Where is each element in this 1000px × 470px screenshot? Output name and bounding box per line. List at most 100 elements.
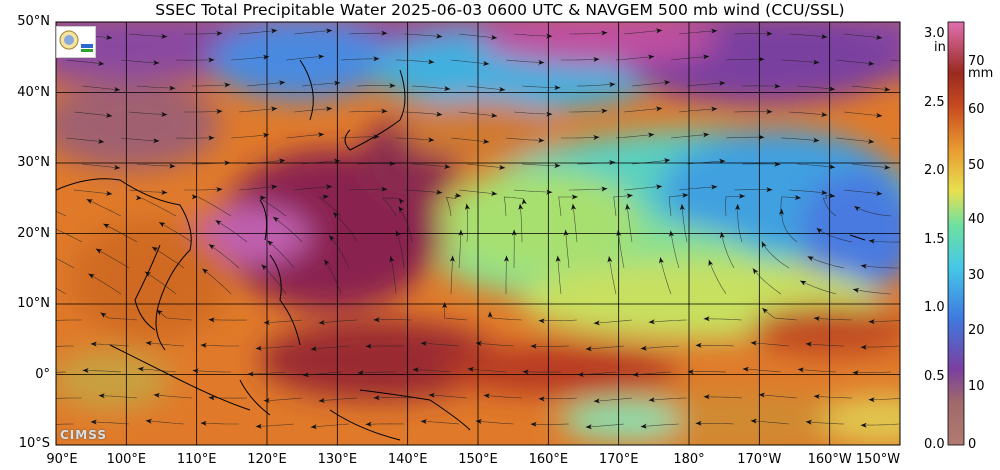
- wind-arrowhead: [821, 190, 828, 195]
- wind-arrowhead: [719, 232, 725, 239]
- streamline: [428, 394, 468, 399]
- wind-arrowhead: [530, 421, 537, 427]
- wind-arrowhead: [97, 60, 105, 66]
- wind-arrowhead: [518, 203, 524, 210]
- streamline: [695, 423, 735, 425]
- longitude-label: 180°: [673, 452, 705, 467]
- streamline: [762, 307, 798, 321]
- streamline: [301, 160, 341, 165]
- wind-arrowhead: [797, 367, 804, 373]
- streamline: [103, 223, 138, 243]
- colorbar-mm-label: 20: [968, 323, 985, 338]
- wind-arrowhead: [334, 80, 341, 86]
- longitude-label: 90°E: [46, 452, 78, 467]
- wind-arrowhead: [208, 135, 215, 141]
- streamline: [631, 159, 671, 165]
- longitude-label: 150°W: [855, 452, 901, 467]
- streamline: [318, 196, 342, 217]
- wind-arrowhead: [412, 367, 419, 373]
- colorbar-mm-label: 70: [968, 54, 985, 69]
- streamline: [659, 257, 672, 295]
- streamline: [151, 246, 185, 269]
- wind-arrowhead: [267, 240, 274, 247]
- wind-arrowhead: [758, 392, 765, 398]
- streamline: [860, 345, 900, 348]
- streamline: [65, 137, 105, 143]
- wind-arrowhead: [105, 112, 113, 118]
- wind-arrowhead: [444, 164, 451, 169]
- streamline: [318, 319, 358, 324]
- wind-arrowhead: [761, 241, 767, 248]
- streamline: [184, 32, 223, 35]
- cimss-logo: CIMSS: [60, 428, 107, 442]
- wind-arrowhead: [554, 163, 561, 169]
- streamline: [813, 317, 853, 321]
- streamline: [255, 423, 295, 427]
- latitude-label: 40°N: [17, 84, 50, 100]
- streamline: [267, 240, 295, 269]
- streamline: [695, 345, 735, 347]
- streamline: [208, 397, 248, 399]
- wind-arrowhead: [703, 316, 710, 322]
- streamline: [444, 302, 468, 321]
- streamline: [681, 203, 688, 243]
- wind-arrowhead: [703, 394, 710, 400]
- wind-arrowhead: [43, 318, 49, 323]
- wind-arrowhead: [389, 256, 395, 263]
- tpw-field: [56, 22, 900, 445]
- wind-arrowhead: [828, 86, 836, 92]
- streamline: [403, 33, 443, 37]
- wind-arrowhead: [458, 229, 464, 236]
- wind-arrowhead: [381, 108, 388, 114]
- streamline: [365, 345, 405, 347]
- streamline: [246, 81, 286, 87]
- wind-arrowhead: [482, 60, 490, 66]
- wind-arrowhead: [482, 138, 490, 144]
- streamline: [737, 203, 743, 243]
- streamline: [192, 84, 231, 87]
- streamline: [868, 240, 900, 243]
- streamline: [466, 85, 506, 91]
- wind-arrowhead: [738, 193, 745, 199]
- streamline: [144, 271, 177, 295]
- streamline: [95, 248, 130, 269]
- longitude-label: 150°E: [458, 452, 498, 467]
- streamline: [56, 319, 82, 321]
- streamline: [192, 370, 231, 373]
- wind-arrowhead: [522, 369, 529, 375]
- streamline: [340, 136, 380, 139]
- longitude-label: 170°E: [598, 452, 639, 467]
- wind-arrowhead: [326, 184, 333, 190]
- streamline: [357, 371, 396, 374]
- wind-arrowhead: [396, 230, 401, 237]
- wind-arrowhead: [483, 393, 490, 399]
- streamline: [608, 256, 617, 295]
- wind-arrowhead: [868, 397, 875, 403]
- streamline: [585, 423, 625, 428]
- wind-arrowhead: [259, 195, 266, 201]
- wind-arrowhead: [192, 368, 199, 374]
- streamline: [348, 110, 388, 113]
- wind-arrowhead: [609, 82, 616, 88]
- streamline: [725, 58, 765, 61]
- wind-arrows: [35, 28, 891, 430]
- wind-arrowhead: [884, 164, 891, 170]
- streamline: [593, 319, 633, 324]
- latitude-label: 20°N: [17, 225, 50, 241]
- wind-arrowhead: [813, 394, 820, 400]
- streamline: [175, 59, 215, 61]
- streamline: [513, 33, 553, 37]
- streamline: [302, 371, 342, 376]
- wind-arrowhead: [766, 31, 773, 37]
- wind-arrowhead: [35, 345, 41, 350]
- wind-arrowhead: [663, 80, 671, 86]
- wind-arrowhead: [821, 34, 828, 39]
- streamline: [445, 195, 462, 217]
- streamline: [73, 189, 113, 195]
- wind-arrowhead: [616, 230, 622, 237]
- wind-arrowhead: [742, 366, 749, 372]
- wind-arrowhead: [867, 60, 875, 66]
- map-title: SSEC Total Precipitable Water 2025-06-03…: [155, 1, 845, 19]
- streamline: [420, 420, 460, 425]
